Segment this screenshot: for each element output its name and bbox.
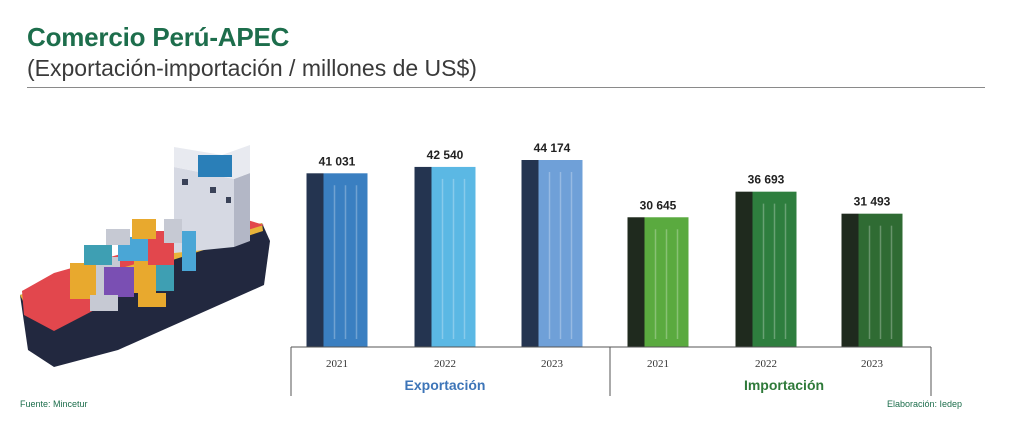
ship-window bbox=[226, 197, 231, 203]
bar-importación-2022 bbox=[735, 191, 797, 347]
bar-importación-2023 bbox=[841, 213, 903, 347]
bar-importación-2021 bbox=[627, 217, 689, 347]
year-tick-label: 2023 bbox=[861, 358, 884, 370]
group-label-exportacion: Exportación bbox=[405, 377, 486, 393]
year-tick-label: 2021 bbox=[647, 358, 669, 370]
source-note: Fuente: Mincetur bbox=[20, 399, 88, 409]
ship-cabin bbox=[198, 155, 232, 177]
cargo-ship-illustration bbox=[20, 145, 270, 367]
value-label: 30 645 bbox=[640, 198, 677, 212]
year-tick-label: 2021 bbox=[326, 358, 348, 370]
value-label: 36 693 bbox=[748, 173, 785, 187]
ship-window bbox=[182, 179, 188, 185]
title-divider bbox=[27, 87, 985, 88]
bar-exportación-2021 bbox=[306, 173, 368, 347]
credit-note: Elaboración: Iedep bbox=[886, 399, 962, 409]
category-axis-frame bbox=[290, 346, 932, 396]
ship-tower-side bbox=[234, 173, 250, 247]
ship-containers bbox=[70, 219, 196, 311]
chart-subtitle: (Exportación-importación / millones de U… bbox=[27, 55, 477, 81]
year-tick-label: 2022 bbox=[755, 358, 777, 370]
year-tick-label: 2022 bbox=[434, 358, 456, 370]
group-label-importacion: Importación bbox=[744, 377, 824, 393]
bar-exportación-2022 bbox=[414, 166, 476, 347]
ship-window bbox=[210, 187, 216, 193]
value-label: 42 540 bbox=[427, 148, 464, 162]
value-label: 31 493 bbox=[854, 195, 891, 209]
bar-exportación-2023 bbox=[521, 160, 583, 347]
year-tick-label: 2023 bbox=[541, 358, 564, 370]
value-label: 41 031 bbox=[319, 154, 356, 168]
chart-title: Comercio Perú-APEC bbox=[27, 22, 290, 52]
value-label: 44 174 bbox=[534, 141, 571, 155]
